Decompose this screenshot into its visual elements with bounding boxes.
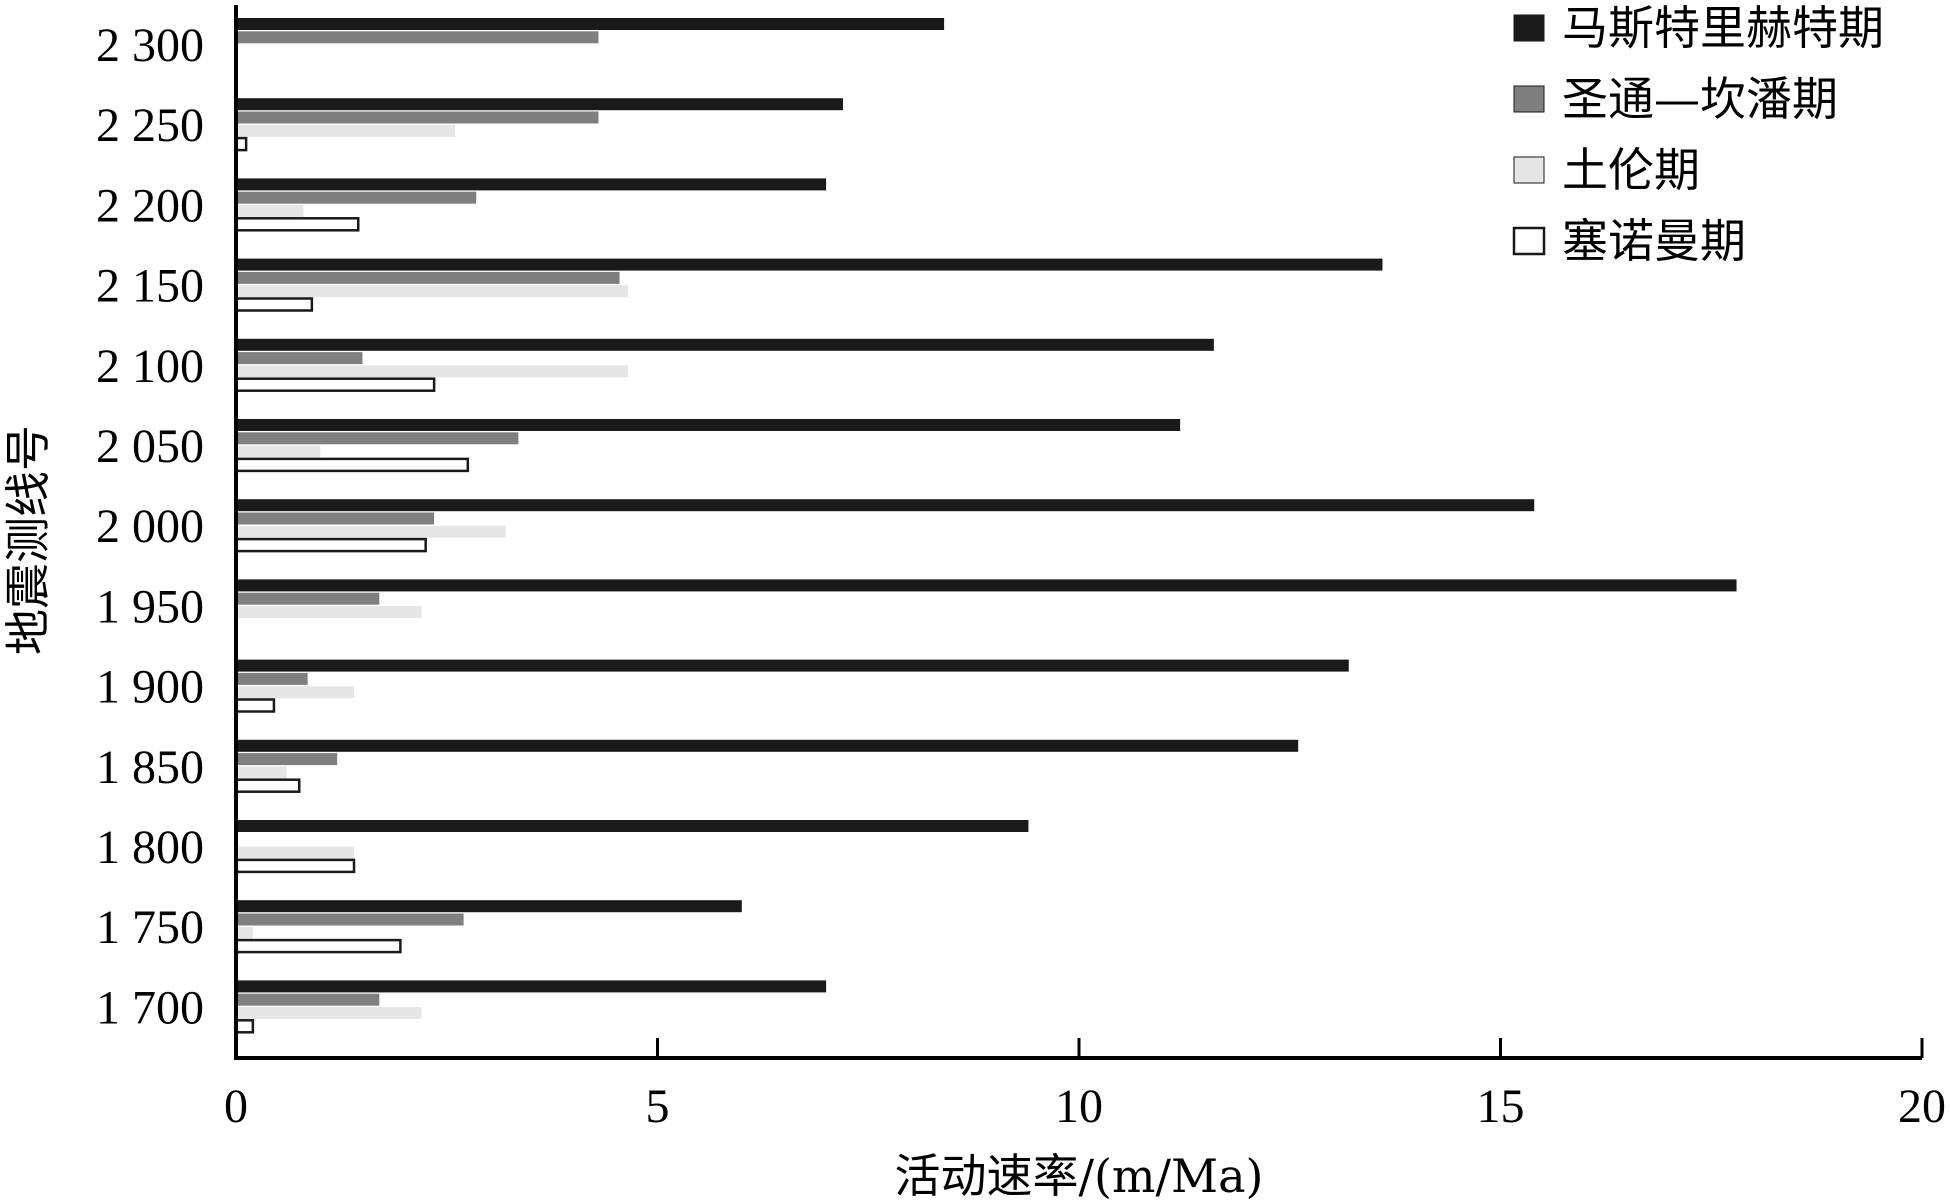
y-category-label: 1 900 [96, 661, 204, 714]
y-category-label: 2 000 [96, 500, 204, 553]
bar-1850-series-3 [234, 778, 301, 793]
legend-swatch-3 [1512, 226, 1546, 256]
legend-label-3: 塞诺曼期 [1562, 214, 1746, 268]
y-category-labels-group: 2 300 2 250 2 200 2 150 2 100 2 050 2 000 1 950… [96, 19, 204, 1034]
bar-1900-series-1 [236, 672, 308, 685]
y-category-label: 1 850 [96, 741, 204, 794]
legend-swatch-0 [1513, 14, 1545, 42]
bar-1850-series-2 [236, 766, 287, 779]
bars-group [234, 18, 1737, 1034]
y-category-label: 2 150 [96, 260, 204, 313]
legend-swatch-1 [1513, 85, 1545, 113]
y-category-label: 1 950 [96, 580, 204, 633]
legend-swatch-2 [1513, 156, 1545, 184]
x-axis-title: 活动速率/(m/Ma) [894, 1149, 1263, 1203]
bar-1800-series-0 [236, 820, 1029, 832]
bar-1850-series-0 [236, 739, 1299, 752]
x-tick-label: 15 [1477, 1080, 1525, 1133]
bar-2000-series-3 [234, 537, 427, 553]
bar-1900-series-3 [234, 698, 276, 713]
bar-2150-series-0 [236, 258, 1383, 271]
bar-2200-series-1 [236, 191, 477, 204]
bar-1950-series-0 [236, 579, 1737, 592]
bar-1850-series-1 [236, 753, 338, 766]
bar-2050-series-0 [236, 419, 1181, 431]
bar-2100-series-2 [236, 365, 628, 378]
bar-1950-series-2 [236, 606, 422, 618]
bar-2150-series-3 [234, 297, 314, 312]
bar-2250-series-0 [236, 98, 843, 111]
bar-2050-series-3 [234, 457, 470, 473]
bar-1900-series-0 [236, 659, 1349, 672]
bar-2100-series-3 [234, 377, 436, 392]
bar-1750-series-3 [234, 938, 402, 954]
bar-1900-series-2 [236, 686, 355, 699]
bar-2150-series-2 [236, 285, 628, 298]
legend-label-2: 土伦期 [1562, 143, 1700, 197]
bar-2300-series-0 [236, 18, 945, 30]
bar-2250-series-1 [236, 111, 599, 124]
bar-2000-series-0 [236, 499, 1535, 512]
bar-2000-series-2 [236, 525, 506, 538]
bar-1700-series-3 [234, 1019, 255, 1034]
bar-2300-series-1 [236, 31, 599, 44]
bar-2200-series-0 [236, 178, 827, 191]
y-category-label: 1 800 [96, 821, 204, 874]
legend-label-0: 马斯特里赫特期 [1562, 1, 1884, 55]
x-tick-label: 0 [224, 1080, 248, 1133]
bar-1750-series-1 [236, 913, 464, 926]
y-category-label: 2 250 [96, 99, 204, 152]
bar-1700-series-0 [236, 980, 827, 993]
bar-2100-series-1 [236, 352, 363, 365]
bar-2150-series-1 [236, 271, 620, 284]
bar-2050-series-1 [236, 432, 519, 445]
y-category-label: 1 700 [96, 981, 204, 1034]
y-category-label: 2 200 [96, 179, 204, 232]
y-axis-title: 地震测线号 [1, 425, 55, 655]
legend-label-1: 圣通—坎潘期 [1562, 72, 1838, 126]
bar-2050-series-2 [236, 445, 321, 458]
bar-1700-series-1 [236, 993, 380, 1006]
bar-1950-series-1 [236, 592, 380, 605]
bar-1800-series-3 [234, 858, 356, 874]
bar-1750-series-2 [236, 926, 253, 939]
bar-2000-series-1 [236, 512, 435, 525]
x-tick-label: 10 [1055, 1080, 1103, 1133]
x-tick-label: 5 [646, 1080, 670, 1133]
bar-2100-series-0 [236, 338, 1214, 351]
y-category-label: 2 050 [96, 420, 204, 473]
bar-2200-series-2 [236, 205, 304, 217]
y-category-label: 2 100 [96, 340, 204, 393]
bar-2250-series-2 [236, 124, 456, 137]
y-category-label: 1 750 [96, 901, 204, 954]
x-tick-label: 20 [1898, 1080, 1946, 1133]
bar-2200-series-3 [234, 217, 360, 232]
bar-1750-series-0 [236, 900, 742, 913]
y-category-label: 2 300 [96, 19, 204, 72]
x-ticks-group: 0 5 10 15 20 [224, 1038, 1946, 1133]
bar-1800-series-2 [236, 846, 355, 859]
bar-1700-series-2 [236, 1007, 422, 1019]
